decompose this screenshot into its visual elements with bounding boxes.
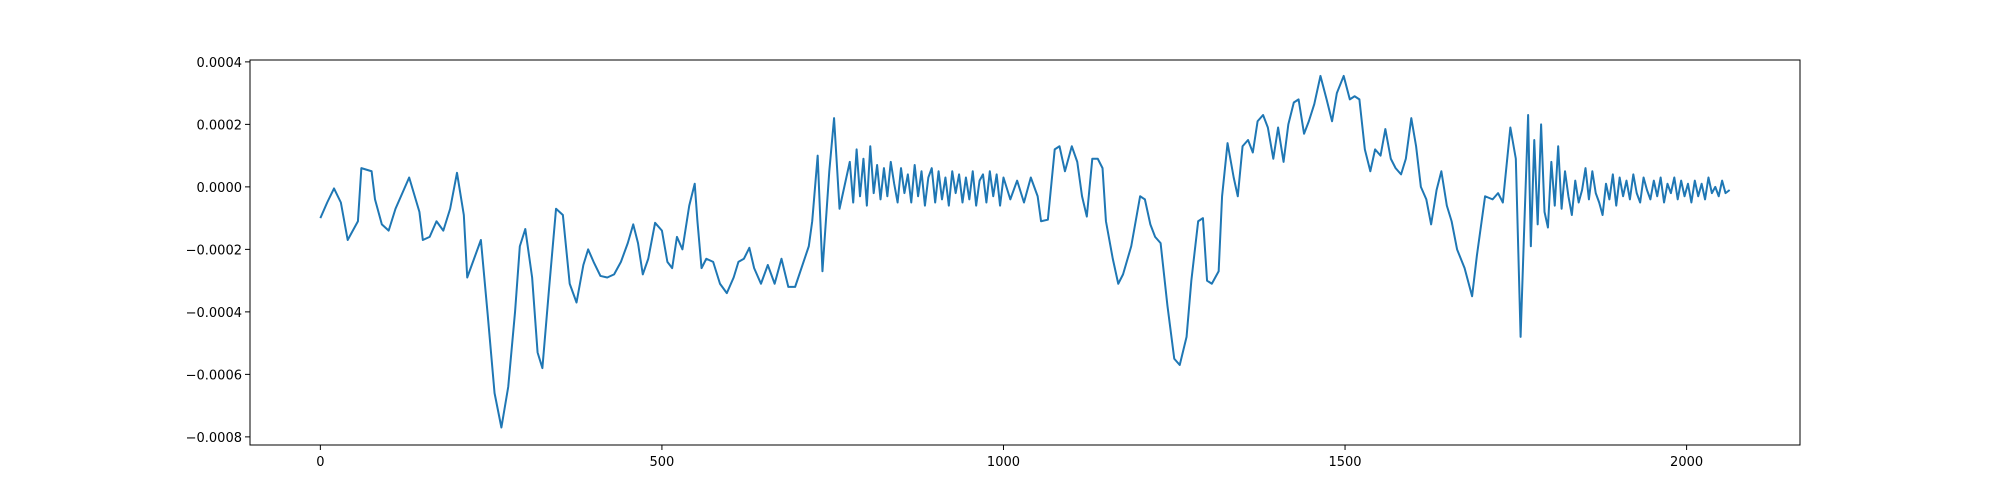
- data-line: [319, 74, 1731, 429]
- plot-frame: [249, 59, 1801, 446]
- y-tick-label: 0.0004: [197, 56, 243, 71]
- x-tick-label: 1500: [1328, 455, 1361, 470]
- y-tick-label: 0.0002: [197, 118, 243, 133]
- x-tick-label: 1000: [987, 455, 1020, 470]
- y-tick-label: −0.0006: [186, 368, 242, 383]
- x-tick-label: 0: [316, 455, 324, 470]
- y-tick-label: −0.0004: [186, 306, 242, 321]
- y-tick-label: −0.0002: [186, 243, 242, 258]
- y-tick-label: 0.0000: [197, 181, 243, 196]
- x-tick-label: 500: [650, 455, 675, 470]
- y-tick-label: −0.0008: [186, 431, 242, 446]
- x-tick-label: 2000: [1670, 455, 1703, 470]
